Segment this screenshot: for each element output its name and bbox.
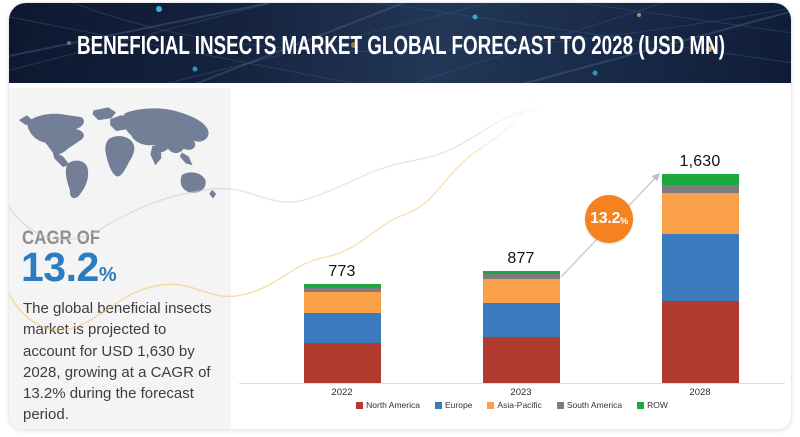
cagr-value: 13.2% [21, 244, 117, 291]
legend-label: South America [566, 400, 623, 410]
bar-segment-europe [482, 302, 560, 337]
bar-total-label: 1,630 [679, 153, 721, 171]
page-title: BENEFICIAL INSECTS MARKET GLOBAL FORECAS… [77, 30, 725, 60]
cagr-percent-sign: % [98, 264, 117, 286]
infographic-card: BENEFICIAL INSECTS MARKET GLOBAL FORECAS… [8, 2, 792, 430]
bar-total-label: 773 [328, 263, 356, 281]
bar-segment-south-america [661, 184, 739, 194]
legend-item-north-america: North America [356, 400, 420, 410]
stacked-bar-chart: 13.2% 773 877 1,630 North America Europe Asi… [231, 88, 791, 429]
x-axis-label-2028: 2028 [689, 387, 711, 398]
summary-text: The global beneficial insects market is … [23, 300, 212, 424]
x-axis-label-2022: 2022 [331, 387, 353, 398]
bar-total-label: 877 [507, 249, 535, 267]
bar-segment-north-america [482, 336, 560, 383]
legend-item-europe: Europe [434, 400, 473, 410]
bar-segment-north-america [303, 343, 381, 383]
legend-label: North America [366, 400, 420, 410]
bar-stack [661, 174, 739, 383]
legend-swatch [434, 401, 442, 409]
bar-stack [482, 270, 560, 383]
growth-badge: 13.2% [585, 195, 633, 243]
legend-label: Europe [444, 400, 473, 410]
bar-group-2028: 1,630 [661, 153, 739, 383]
bar-segment-europe [303, 313, 381, 344]
header-banner: BENEFICIAL INSECTS MARKET GLOBAL FORECAS… [9, 3, 791, 83]
x-axis-line [239, 383, 785, 384]
legend-swatch [356, 401, 364, 409]
x-axis-label-2023: 2023 [510, 387, 532, 398]
network-decoration: BENEFICIAL INSECTS MARKET GLOBAL FORECAS… [9, 3, 791, 83]
growth-value: 13.2 [590, 210, 621, 227]
bar-stack [303, 284, 381, 383]
bar-segment-europe [661, 234, 739, 301]
bar-group-2022: 773 [303, 263, 381, 383]
bar-segment-asia-pacific [303, 291, 381, 314]
legend-swatch [487, 401, 495, 409]
legend-item-south-america: South America [556, 400, 623, 410]
summary-panel: CAGR OF 13.2% The global beneficial inse… [9, 88, 231, 429]
growth-percent-sign: % [620, 216, 628, 226]
legend-label: ROW [647, 400, 668, 410]
chart-legend: North America Europe Asia-Pacific South Ame… [231, 400, 791, 410]
legend-swatch [556, 401, 564, 409]
bar-group-2023: 877 [482, 250, 560, 383]
cagr-number: 13.2 [21, 244, 99, 290]
bar-segment-row [661, 174, 739, 185]
bar-segment-north-america [661, 300, 739, 383]
world-map-icon [18, 107, 217, 199]
legend-item-row: ROW [637, 400, 668, 410]
legend-label: Asia-Pacific [497, 400, 542, 410]
legend-item-asia-pacific: Asia-Pacific [487, 400, 542, 410]
legend-swatch [637, 401, 645, 409]
bar-segment-asia-pacific [482, 278, 560, 303]
bar-segment-asia-pacific [661, 193, 739, 235]
content-area: CAGR OF 13.2% The global beneficial inse… [9, 88, 791, 429]
